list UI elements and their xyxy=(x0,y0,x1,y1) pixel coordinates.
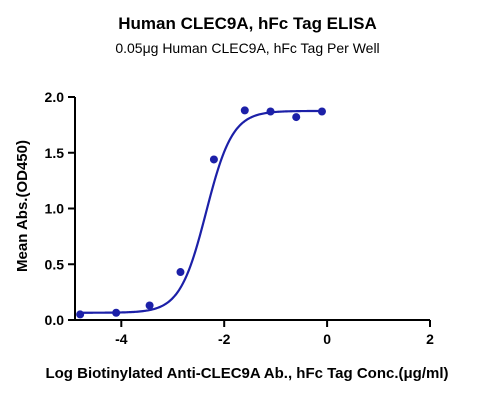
y-tick-label: 0.0 xyxy=(45,312,65,328)
y-axis-title: Mean Abs.(OD450) xyxy=(14,140,31,272)
data-point xyxy=(292,113,301,122)
x-tick-label: 0 xyxy=(323,331,331,347)
data-point xyxy=(76,310,85,319)
data-point xyxy=(209,155,218,164)
data-point xyxy=(240,106,249,115)
data-point xyxy=(112,308,121,317)
data-point xyxy=(317,107,326,116)
y-tick-label: 1.5 xyxy=(45,145,65,161)
fit-curve-layer xyxy=(80,109,322,314)
y-tick-label: 2.0 xyxy=(45,89,65,105)
y-tick-label: 0.5 xyxy=(45,256,65,272)
data-point xyxy=(266,107,275,116)
chart-subtitle: 0.05μg Human CLEC9A, hFc Tag Per Well xyxy=(115,40,380,56)
chart-axes: -4 -2 0 2 0.0 0.5 1.0 1.5 2.0 xyxy=(45,89,435,347)
x-tick-label: -4 xyxy=(115,331,128,347)
x-tick-label: -2 xyxy=(218,331,231,347)
x-tick-label: 2 xyxy=(426,331,434,347)
y-tick-label: 1.0 xyxy=(45,201,65,217)
data-point xyxy=(145,301,154,310)
x-axis-title: Log Biotinylated Anti-CLEC9A Ab., hFc Ta… xyxy=(45,365,448,382)
data-points-layer xyxy=(76,106,326,319)
chart-title: Human CLEC9A, hFc Tag ELISA xyxy=(118,14,377,33)
data-point xyxy=(176,268,185,277)
fit-curve xyxy=(80,109,322,314)
